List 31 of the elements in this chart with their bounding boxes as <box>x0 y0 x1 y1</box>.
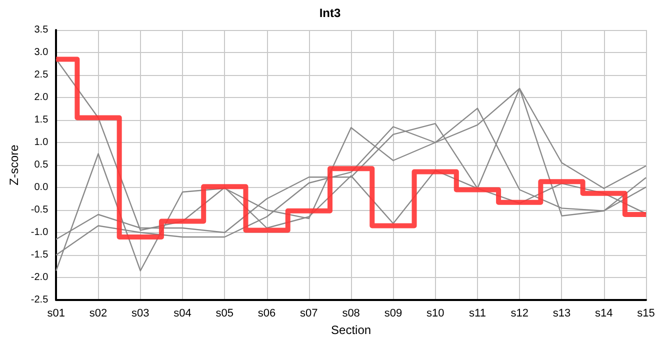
y-axis-title: Z-score <box>7 144 21 186</box>
y-tick-label: -1.0 <box>30 227 49 238</box>
y-tick-label: 0.0 <box>34 182 49 193</box>
x-tick-label: s09 <box>384 308 402 320</box>
x-tick-label: s10 <box>426 308 444 320</box>
x-tick-label: s14 <box>594 308 613 320</box>
x-tick-label: s05 <box>216 308 234 320</box>
y-tick-label: -2.0 <box>30 272 49 283</box>
x-tick-label: s03 <box>132 308 150 320</box>
y-tick-label: 3.0 <box>34 47 49 58</box>
x-tick-label: s06 <box>258 308 276 320</box>
x-tick-label: s01 <box>47 308 66 320</box>
x-tick-label: s07 <box>300 308 318 320</box>
y-tick-label: 2.0 <box>34 92 49 103</box>
y-tick-label: -0.5 <box>30 204 49 216</box>
x-tick-label: s15 <box>637 308 655 320</box>
y-tick-label: -1.5 <box>30 250 49 260</box>
y-tick-label: 1.5 <box>34 114 49 126</box>
x-tick-label: s11 <box>469 308 486 320</box>
x-tick-label: s08 <box>342 308 360 320</box>
y-tick-label: 1.0 <box>34 137 49 148</box>
x-tick-label: s12 <box>510 308 528 320</box>
chart-title: Int3 <box>319 6 341 20</box>
x-tick-label: s02 <box>89 308 108 320</box>
x-tick-label: s04 <box>174 308 192 320</box>
y-tick-label: 2.5 <box>34 70 49 80</box>
y-tick-label: 0.5 <box>34 160 49 170</box>
y-tick-label: -2.5 <box>30 294 49 306</box>
x-axis-title: Section <box>331 322 372 337</box>
y-tick-label: 3.5 <box>34 24 49 36</box>
x-tick-label: s13 <box>552 308 571 320</box>
